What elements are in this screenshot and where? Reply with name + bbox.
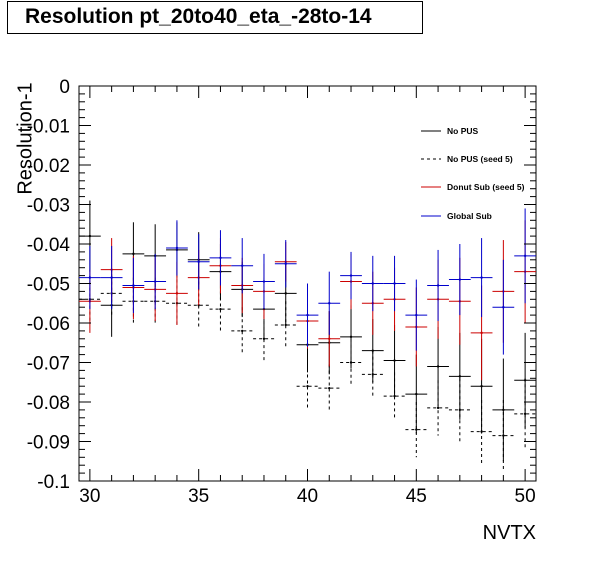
data-point bbox=[284, 262, 287, 265]
data-point bbox=[153, 280, 157, 283]
data-point bbox=[175, 292, 179, 295]
data-point bbox=[284, 323, 287, 327]
legend-label: Global Sub bbox=[447, 211, 492, 221]
y-tick-label: -0.02 bbox=[27, 156, 70, 177]
y-tick-label: -0.07 bbox=[27, 354, 70, 375]
data-point bbox=[393, 359, 396, 362]
tick-layer: 30 35 40 45 50 0 -0.01 -0.02 -0.03 -0.04 -0.05 -0.0… bbox=[27, 77, 536, 507]
y-tick-label: -0.04 bbox=[27, 235, 71, 256]
data-layer bbox=[79, 200, 536, 472]
x-tick-label: 40 bbox=[297, 486, 318, 507]
data-point bbox=[132, 252, 135, 256]
data-point bbox=[415, 313, 418, 317]
legend: No PUS No PUS (seed 5) Donut Sub (seed 5) G… bbox=[421, 126, 525, 221]
data-point bbox=[306, 385, 309, 388]
legend-label: Donut Sub (seed 5) bbox=[447, 182, 525, 192]
data-point bbox=[458, 375, 462, 378]
data-point bbox=[349, 335, 353, 339]
legend-label: No PUS (seed 5) bbox=[447, 154, 513, 164]
data-point bbox=[371, 373, 374, 376]
data-point bbox=[219, 256, 222, 260]
data-point bbox=[480, 430, 483, 433]
data-point bbox=[241, 329, 244, 333]
y-tick-label: -0.01 bbox=[27, 117, 70, 138]
x-axis-label: NVTX bbox=[482, 522, 536, 544]
series-global-sub bbox=[79, 208, 536, 355]
data-point bbox=[436, 406, 440, 410]
data-point bbox=[262, 337, 266, 340]
data-point bbox=[415, 428, 418, 431]
data-point bbox=[241, 264, 244, 267]
y-tick-label: -0.1 bbox=[37, 472, 70, 493]
data-point bbox=[371, 282, 374, 285]
data-point bbox=[306, 313, 309, 317]
x-tick-label: 50 bbox=[515, 486, 536, 507]
data-point bbox=[480, 276, 483, 279]
data-point bbox=[219, 307, 222, 311]
data-point bbox=[458, 408, 462, 412]
data-point bbox=[132, 284, 135, 287]
y-tick-label: -0.08 bbox=[27, 393, 70, 414]
y-tick-label: -0.09 bbox=[27, 433, 70, 454]
data-point bbox=[284, 292, 287, 295]
data-point bbox=[88, 234, 92, 238]
chart-title-box: Resolution pt_20to40_eta_-28to-14 bbox=[7, 1, 423, 34]
data-point bbox=[436, 284, 440, 287]
y-tick-label: -0.06 bbox=[27, 314, 70, 335]
data-point bbox=[328, 302, 331, 305]
data-point bbox=[502, 434, 505, 437]
data-point bbox=[328, 337, 331, 340]
data-point bbox=[523, 254, 527, 258]
data-point bbox=[371, 349, 374, 352]
data-point bbox=[502, 306, 505, 309]
x-tick-label: 45 bbox=[406, 486, 427, 507]
data-point bbox=[110, 276, 113, 279]
x-tick-label: 30 bbox=[79, 486, 100, 507]
y-tick-label: -0.05 bbox=[27, 275, 70, 296]
data-point bbox=[436, 365, 440, 368]
data-point bbox=[415, 392, 418, 396]
data-point bbox=[175, 246, 179, 250]
y-tick-label: 0 bbox=[59, 77, 70, 98]
data-point bbox=[502, 408, 505, 412]
data-point bbox=[458, 278, 462, 281]
y-axis-label: Resolution-1 bbox=[14, 82, 37, 195]
y-tick-label: -0.03 bbox=[27, 196, 70, 217]
data-point bbox=[393, 282, 396, 285]
legend-label: No PUS bbox=[447, 126, 479, 136]
data-point bbox=[393, 394, 396, 398]
data-point bbox=[349, 274, 353, 277]
data-point bbox=[480, 385, 483, 388]
data-point bbox=[197, 260, 200, 263]
data-point bbox=[88, 276, 92, 279]
data-point bbox=[480, 331, 483, 335]
chart-title: Resolution pt_20to40_eta_-28to-14 bbox=[25, 5, 372, 28]
data-point bbox=[523, 412, 527, 416]
data-point bbox=[328, 386, 331, 390]
data-point bbox=[262, 280, 266, 283]
x-tick-label: 35 bbox=[188, 486, 209, 507]
data-point bbox=[349, 361, 353, 364]
